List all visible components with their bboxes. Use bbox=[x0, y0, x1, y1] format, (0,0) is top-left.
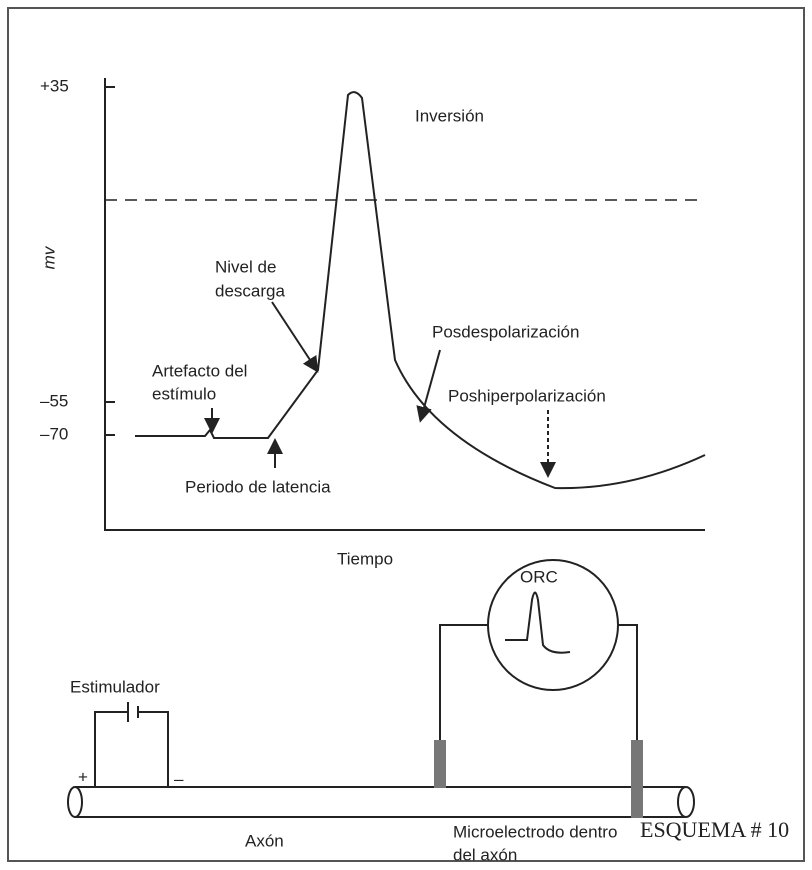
annotation: Poshiperpolarización bbox=[448, 386, 606, 405]
annotation: estímulo bbox=[152, 384, 216, 403]
tick-label: –70 bbox=[40, 424, 68, 443]
label: Estimulador bbox=[70, 677, 160, 696]
annotation: Posdespolarización bbox=[432, 322, 579, 341]
annotation: descarga bbox=[215, 281, 285, 300]
axon-end bbox=[678, 787, 694, 817]
graph: +35 –55 –70 mv Tiempo Inversión Nivel de… bbox=[39, 76, 705, 568]
axis-label: Tiempo bbox=[337, 549, 393, 568]
diagram: +35 –55 –70 mv Tiempo Inversión Nivel de… bbox=[0, 0, 812, 870]
label: Microelectrodo dentro bbox=[453, 822, 617, 841]
setup: ORC Estimulador + – Axón Microelectrodo … bbox=[68, 560, 789, 864]
electrode bbox=[631, 740, 643, 818]
electrode bbox=[434, 740, 446, 788]
annotation: Inversión bbox=[415, 106, 484, 125]
tick-label: –55 bbox=[40, 391, 68, 410]
arrow bbox=[272, 302, 314, 366]
axis-label: mv bbox=[39, 245, 58, 269]
wires bbox=[440, 625, 637, 740]
label: Axón bbox=[245, 831, 284, 850]
label: del axón bbox=[453, 845, 517, 864]
annotation: Nivel de bbox=[215, 257, 276, 276]
label: – bbox=[174, 769, 184, 788]
axon bbox=[75, 787, 685, 817]
axes bbox=[105, 78, 705, 530]
annotation: Artefacto del bbox=[152, 361, 247, 380]
label: ORC bbox=[520, 567, 558, 586]
label: + bbox=[78, 767, 88, 786]
stimulator bbox=[95, 702, 168, 787]
tick-label: +35 bbox=[40, 76, 69, 95]
trace bbox=[505, 593, 570, 653]
annotation: Periodo de latencia bbox=[185, 477, 331, 496]
arrow bbox=[422, 350, 440, 415]
axon-end bbox=[68, 787, 82, 817]
footer: ESQUEMA # 10 bbox=[640, 817, 789, 842]
frame bbox=[8, 8, 804, 861]
